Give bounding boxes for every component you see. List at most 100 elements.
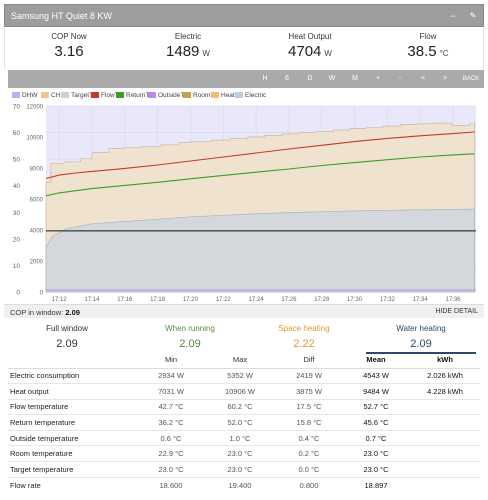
chart-svg: 0 10 20 30 40 50 60 70 0 2000 4000 6000 8000 10000 120…	[13, 104, 476, 302]
zoom-out-button[interactable]: -	[398, 75, 402, 82]
stats-panel: COP Now 3.16 Electric 1489 W Heat Output …	[4, 27, 484, 69]
table-cell: 0.4 °C	[276, 429, 342, 446]
table-cell: 15.8 °C	[276, 414, 342, 431]
table-cell: 23.0 °C	[342, 445, 410, 462]
tab-label: When running	[165, 324, 215, 333]
x-tick-label: 17:34	[413, 297, 429, 302]
column-header-mean: Mean	[342, 352, 410, 369]
zoom-week-button[interactable]: W	[328, 75, 336, 82]
table-cell: 5352 W	[204, 367, 276, 384]
row-label: Flow rate	[8, 476, 138, 493]
legend-item-heat[interactable]: Heat	[211, 92, 235, 99]
table-cell: 0.6 °C	[138, 429, 204, 446]
electric-area	[45, 208, 475, 293]
x-tick-label: 17:12	[52, 297, 68, 302]
tab-value: 2.09	[56, 338, 78, 350]
cop-window-label: COP in window: 2.09	[10, 308, 80, 317]
column-header-max: Max	[204, 352, 276, 369]
table-cell: 22.9 °C	[138, 445, 204, 462]
table-cell	[410, 461, 480, 478]
flow-value: 38.5	[407, 43, 437, 60]
edit-icon[interactable]: ✎	[469, 11, 477, 20]
x-tick-label: 17:16	[117, 297, 133, 302]
y-right-tick-label: 4000	[30, 229, 44, 235]
x-tick-label: 17:36	[446, 297, 462, 302]
legend-item-flowt[interactable]: FlowT	[91, 92, 119, 99]
zoom-in-button[interactable]: +	[375, 75, 381, 82]
legend-swatch	[183, 92, 191, 98]
hide-detail-button[interactable]: HIDE DETAIL	[435, 308, 478, 315]
x-tick-label: 17:18	[150, 297, 166, 302]
table-cell: 18.600	[138, 476, 204, 493]
electric-unit: W	[202, 49, 210, 58]
stat-flow: Flow 38.5 °C	[378, 32, 478, 60]
y-right-tick-label: 0	[40, 291, 44, 297]
tab-label: Space heating	[278, 324, 330, 333]
heat-label: Heat Output	[288, 32, 332, 41]
tab-space-heating[interactable]: Space heating 2.22	[249, 320, 359, 354]
y-left-tick-label: 40	[13, 183, 21, 190]
cop-window-bar: COP in window: 2.09 HIDE DETAIL	[4, 304, 484, 318]
y-left-tick-label: 60	[13, 130, 21, 137]
table-cell: 0.2 °C	[276, 445, 342, 462]
table-cell: 3875 W	[276, 383, 342, 400]
tab-full-window[interactable]: Full window 2.09	[12, 320, 122, 354]
zoom-day-button[interactable]: D	[307, 75, 313, 82]
flow-label: Flow	[419, 32, 437, 41]
table-cell: 17.5 °C	[276, 398, 342, 415]
legend-item-ch[interactable]: CH	[41, 92, 60, 99]
window-title: Samsung HT Quiet 8 KW	[11, 11, 112, 21]
table-cell: 23.0 °C	[342, 461, 410, 478]
table-cell: 45.6 °C	[342, 414, 410, 431]
y-right-tick-label: 10000	[26, 136, 43, 142]
legend-item-roomt[interactable]: RoomT	[183, 92, 214, 99]
chart-toolbar: H 6 D W M + - < > BACK	[8, 70, 484, 88]
legend-item-returnt[interactable]: ReturnT	[116, 92, 149, 99]
legend-item-dhw[interactable]: DHW	[12, 92, 38, 99]
legend-swatch	[211, 92, 219, 98]
y-left-tick-label: 70	[13, 104, 21, 111]
legend-item-outsidet[interactable]: OutsideT	[148, 92, 184, 99]
detail-table: Min Max Diff Mean kWh Electric consumpti…	[8, 352, 480, 493]
table-row: Target temperature 23.0 °C 23.0 °C 0.0 °C 23…	[8, 461, 480, 478]
table-cell: 23.0 °C	[204, 461, 276, 478]
pan-left-button[interactable]: <	[420, 75, 426, 82]
zoom-month-button[interactable]: M	[352, 75, 358, 82]
column-header-diff: Diff	[276, 352, 342, 369]
table-cell: 36.2 °C	[138, 414, 204, 431]
tab-label: Water heating	[396, 324, 446, 333]
zoom-hour-button[interactable]: H	[262, 75, 268, 82]
table-cell	[410, 476, 480, 493]
resize-icon[interactable]: ⇔	[449, 11, 457, 20]
y-left-tick-label: 50	[13, 157, 21, 164]
x-tick-label: 17:30	[347, 297, 363, 302]
table-cell: 19.400	[204, 476, 276, 493]
cop-value: 3.16	[54, 43, 84, 60]
zoom-6h-button[interactable]: 6	[285, 75, 289, 82]
row-label: Flow temperature	[8, 398, 138, 415]
table-cell: 52.0 °C	[204, 414, 276, 431]
chart-area[interactable]: DHW CH TargetT FlowT ReturnT OutsideT Ro…	[8, 88, 484, 302]
table-row: Electric consumption 2934 W 5352 W 2419 W 45…	[8, 367, 480, 384]
legend-swatch	[148, 92, 156, 98]
y-left-tick-label: 0	[16, 290, 20, 297]
tab-when-running[interactable]: When running 2.09	[135, 320, 245, 354]
legend-swatch	[116, 92, 124, 98]
electric-label: Electric	[174, 32, 202, 41]
table-cell	[410, 414, 480, 431]
back-button[interactable]: BACK	[462, 76, 480, 82]
row-label: Return temperature	[8, 414, 138, 431]
x-tick-label: 17:22	[216, 297, 232, 302]
pan-right-button[interactable]: >	[442, 75, 448, 82]
x-tick-label: 17:24	[249, 297, 265, 302]
heat-unit: W	[324, 49, 332, 58]
x-tick-label: 17:14	[84, 297, 100, 302]
tab-water-heating[interactable]: Water heating 2.09	[366, 320, 476, 354]
table-row: Flow rate 18.600 19.400 0.800 18.897	[8, 476, 480, 493]
x-tick-label: 17:32	[380, 297, 396, 302]
table-header-row: Min Max Diff Mean kWh	[8, 352, 480, 369]
legend-item-electric[interactable]: Electric	[235, 92, 266, 99]
cop-window-value: 2.09	[65, 308, 80, 317]
x-tick-label: 17:26	[281, 297, 297, 302]
legend-item-targett[interactable]: TargetT	[61, 92, 93, 99]
